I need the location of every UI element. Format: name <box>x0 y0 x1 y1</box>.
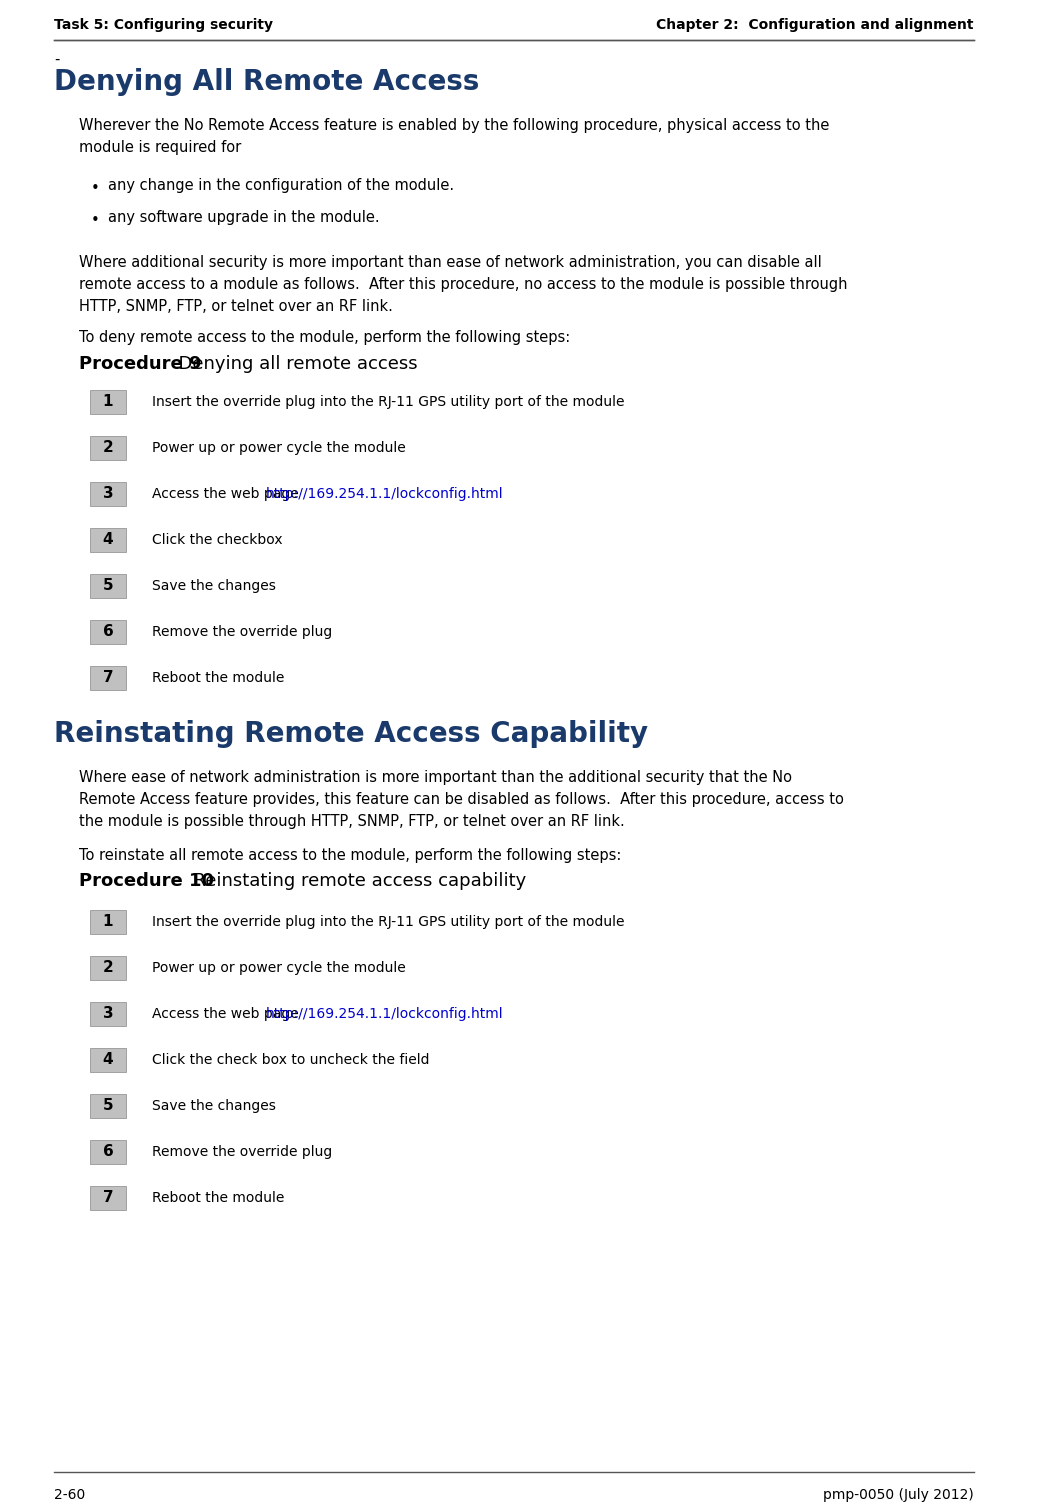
FancyBboxPatch shape <box>90 910 126 934</box>
FancyBboxPatch shape <box>90 575 126 599</box>
Text: Remove the override plug: Remove the override plug <box>152 1145 333 1160</box>
Text: Reinstating remote access capability: Reinstating remote access capability <box>181 872 526 891</box>
Text: Task 5: Configuring security: Task 5: Configuring security <box>54 18 273 32</box>
Text: Procedure 10: Procedure 10 <box>79 872 214 891</box>
Text: Where ease of network administration is more important than the additional secur: Where ease of network administration is … <box>79 770 844 830</box>
Text: Power up or power cycle the module: Power up or power cycle the module <box>152 962 406 975</box>
FancyBboxPatch shape <box>90 665 126 689</box>
FancyBboxPatch shape <box>90 528 126 552</box>
Text: To reinstate all remote access to the module, perform the following steps:: To reinstate all remote access to the mo… <box>79 848 621 863</box>
Text: 6: 6 <box>103 1145 113 1160</box>
Text: Access the web page: Access the web page <box>152 487 304 500</box>
Text: •: • <box>90 213 99 228</box>
Text: 3: 3 <box>103 487 113 502</box>
Text: 2-60: 2-60 <box>54 1488 85 1501</box>
Text: Where additional security is more important than ease of network administration,: Where additional security is more import… <box>79 256 847 314</box>
Text: •: • <box>90 181 99 197</box>
Text: Chapter 2:  Configuration and alignment: Chapter 2: Configuration and alignment <box>656 18 974 32</box>
Text: 2: 2 <box>103 960 113 975</box>
FancyBboxPatch shape <box>90 1095 126 1117</box>
Text: Click the checkbox: Click the checkbox <box>152 534 283 547</box>
Text: -: - <box>54 51 60 67</box>
Text: Remove the override plug: Remove the override plug <box>152 624 333 640</box>
Text: Insert the override plug into the RJ-11 GPS utility port of the module: Insert the override plug into the RJ-11 … <box>152 395 625 410</box>
Text: any software upgrade in the module.: any software upgrade in the module. <box>108 210 380 225</box>
Text: 4: 4 <box>103 532 113 547</box>
FancyBboxPatch shape <box>90 620 126 644</box>
Text: Power up or power cycle the module: Power up or power cycle the module <box>152 442 406 455</box>
Text: Reboot the module: Reboot the module <box>152 1191 285 1205</box>
Text: 2: 2 <box>103 440 113 455</box>
Text: 7: 7 <box>103 1190 113 1205</box>
Text: 5: 5 <box>103 1099 113 1113</box>
Text: Click the check box to uncheck the field: Click the check box to uncheck the field <box>152 1052 429 1067</box>
Text: Access the web page: Access the web page <box>152 1007 304 1021</box>
Text: any change in the configuration of the module.: any change in the configuration of the m… <box>108 178 454 194</box>
Text: Procedure 9: Procedure 9 <box>79 355 201 373</box>
Text: 1: 1 <box>103 915 113 930</box>
Text: To deny remote access to the module, perform the following steps:: To deny remote access to the module, per… <box>79 330 570 345</box>
Text: http://169.254.1.1/lockconfig.html: http://169.254.1.1/lockconfig.html <box>266 487 504 500</box>
Text: http://169.254.1.1/lockconfig.html: http://169.254.1.1/lockconfig.html <box>266 1007 504 1021</box>
FancyBboxPatch shape <box>90 1140 126 1164</box>
Text: 6: 6 <box>103 624 113 640</box>
Text: Denying All Remote Access: Denying All Remote Access <box>54 68 480 95</box>
FancyBboxPatch shape <box>90 390 126 414</box>
Text: 7: 7 <box>103 670 113 685</box>
Text: 1: 1 <box>103 395 113 410</box>
Text: Reinstating Remote Access Capability: Reinstating Remote Access Capability <box>54 720 648 748</box>
Text: Insert the override plug into the RJ-11 GPS utility port of the module: Insert the override plug into the RJ-11 … <box>152 915 625 928</box>
Text: Save the changes: Save the changes <box>152 579 276 593</box>
Text: Reboot the module: Reboot the module <box>152 671 285 685</box>
FancyBboxPatch shape <box>90 482 126 507</box>
Text: 5: 5 <box>103 579 113 594</box>
FancyBboxPatch shape <box>90 1185 126 1210</box>
Text: 4: 4 <box>103 1052 113 1067</box>
Text: pmp-0050 (July 2012): pmp-0050 (July 2012) <box>823 1488 974 1501</box>
Text: Wherever the No Remote Access feature is enabled by the following procedure, phy: Wherever the No Remote Access feature is… <box>79 118 829 156</box>
Text: 3: 3 <box>103 1007 113 1022</box>
Text: Denying all remote access: Denying all remote access <box>166 355 418 373</box>
Text: Save the changes: Save the changes <box>152 1099 276 1113</box>
FancyBboxPatch shape <box>90 435 126 460</box>
FancyBboxPatch shape <box>90 956 126 980</box>
FancyBboxPatch shape <box>90 1048 126 1072</box>
FancyBboxPatch shape <box>90 1002 126 1027</box>
